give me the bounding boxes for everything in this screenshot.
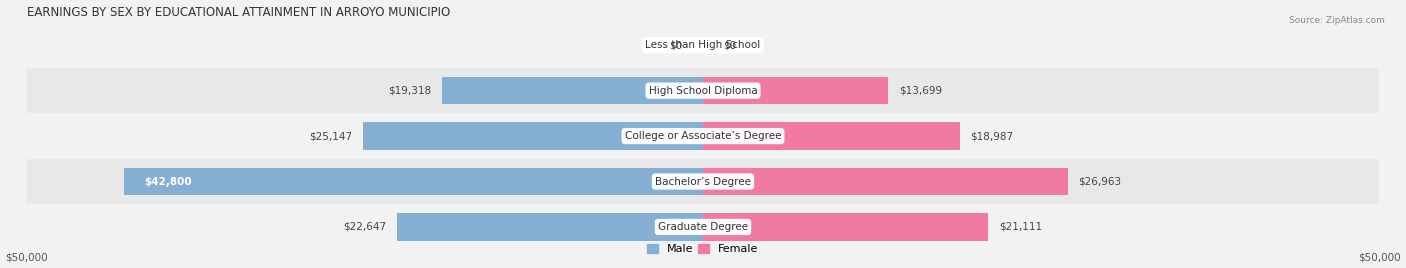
Bar <box>27 204 1379 250</box>
Bar <box>27 68 1379 113</box>
Text: EARNINGS BY SEX BY EDUCATIONAL ATTAINMENT IN ARROYO MUNICIPIO: EARNINGS BY SEX BY EDUCATIONAL ATTAINMEN… <box>27 6 450 18</box>
Text: $26,963: $26,963 <box>1078 177 1122 187</box>
Text: $0: $0 <box>669 40 683 50</box>
Text: $18,987: $18,987 <box>970 131 1014 141</box>
Text: Graduate Degree: Graduate Degree <box>658 222 748 232</box>
Legend: Male, Female: Male, Female <box>647 243 759 255</box>
Text: $25,147: $25,147 <box>309 131 352 141</box>
Bar <box>27 159 1379 204</box>
Bar <box>703 77 889 104</box>
Text: $22,647: $22,647 <box>343 222 385 232</box>
Bar <box>396 213 703 241</box>
Text: $13,699: $13,699 <box>898 86 942 96</box>
Bar <box>703 213 988 241</box>
Bar <box>363 122 703 150</box>
Bar <box>703 122 960 150</box>
Bar <box>124 168 703 195</box>
Text: Bachelor’s Degree: Bachelor’s Degree <box>655 177 751 187</box>
Bar <box>703 168 1067 195</box>
Bar <box>27 113 1379 159</box>
Bar <box>441 77 703 104</box>
Bar <box>27 23 1379 68</box>
Text: $21,111: $21,111 <box>1000 222 1042 232</box>
Text: High School Diploma: High School Diploma <box>648 86 758 96</box>
Text: Less than High School: Less than High School <box>645 40 761 50</box>
Text: $0: $0 <box>723 40 737 50</box>
Text: College or Associate’s Degree: College or Associate’s Degree <box>624 131 782 141</box>
Text: $19,318: $19,318 <box>388 86 432 96</box>
Text: Source: ZipAtlas.com: Source: ZipAtlas.com <box>1289 16 1385 25</box>
Text: $42,800: $42,800 <box>145 177 193 187</box>
